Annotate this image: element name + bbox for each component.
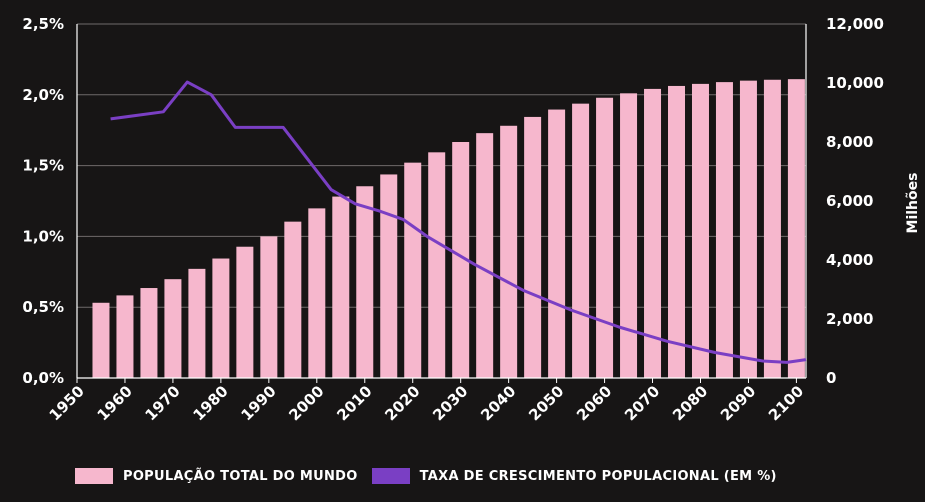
x-tick-label: 1970 xyxy=(141,382,183,424)
population-bar xyxy=(140,288,158,378)
legend-label-growth-rate: TAXA DE CRESCIMENTO POPULACIONAL (EM %) xyxy=(419,468,777,484)
population-bar xyxy=(452,142,470,378)
population-bars xyxy=(92,79,805,379)
population-bar xyxy=(500,125,518,379)
right-tick-label: 8,000 xyxy=(826,133,873,151)
population-bar xyxy=(188,268,206,378)
population-bar xyxy=(620,93,638,378)
right-axis-label: Milhões xyxy=(905,173,921,234)
x-tick-label: 2020 xyxy=(381,382,423,424)
x-tick-label: 1960 xyxy=(94,382,136,424)
x-tick-label: 2080 xyxy=(669,382,711,424)
x-tick-label: 1950 xyxy=(46,382,88,424)
population-bar xyxy=(476,133,494,378)
x-axis-ticks: 1950 1960 1970 1980 1990 2000 2010 2020 2030 2040… xyxy=(46,378,807,424)
population-bar xyxy=(164,279,182,378)
population-bar xyxy=(524,116,542,379)
legend-item-population: POPULAÇÃO TOTAL DO MUNDO xyxy=(75,468,358,484)
left-tick-label: 1,5% xyxy=(22,157,64,175)
x-tick-label: 2060 xyxy=(573,382,615,424)
axes xyxy=(76,24,807,379)
x-tick-label: 1990 xyxy=(237,382,279,424)
right-tick-label: 12,000 xyxy=(826,15,884,33)
population-bar xyxy=(644,88,662,379)
population-bar xyxy=(739,80,757,378)
population-bar xyxy=(596,97,614,378)
legend-swatch-population xyxy=(75,468,113,484)
x-tick-label: 1980 xyxy=(189,382,231,424)
left-tick-label: 2,0% xyxy=(22,86,64,104)
population-bar xyxy=(763,79,781,378)
x-tick-label: 2070 xyxy=(621,382,663,424)
x-tick-label: 2010 xyxy=(333,382,375,424)
x-tick-label: 2050 xyxy=(525,382,567,424)
right-tick-label: 2,000 xyxy=(826,310,873,328)
left-axis-ticks: 0,0% 0,5% 1,0% 1,5% 2,0% 2,5% xyxy=(22,15,64,387)
growth-rate-line xyxy=(110,80,807,364)
population-bar xyxy=(356,186,374,378)
x-tick-label: 2090 xyxy=(717,382,759,424)
population-bar xyxy=(92,302,110,378)
population-bar xyxy=(428,152,446,378)
left-tick-label: 2,5% xyxy=(22,15,64,33)
population-bar xyxy=(212,258,230,378)
x-tick-label: 2000 xyxy=(285,382,327,424)
right-axis-ticks: 0 2,000 4,000 6,000 8,000 10,000 12,000 xyxy=(826,15,884,387)
right-tick-label: 6,000 xyxy=(826,192,873,210)
growth-rate-series-line xyxy=(110,80,807,364)
population-bar xyxy=(116,295,134,378)
population-bar xyxy=(260,236,278,378)
population-bar xyxy=(691,83,709,378)
population-bar xyxy=(548,109,566,379)
right-tick-label: 4,000 xyxy=(826,251,873,269)
population-bar xyxy=(404,162,422,378)
left-tick-label: 0,5% xyxy=(22,298,64,316)
legend-item-growth-rate: TAXA DE CRESCIMENTO POPULACIONAL (EM %) xyxy=(371,468,777,484)
population-bar xyxy=(284,221,302,378)
population-bar xyxy=(332,196,350,378)
left-tick-label: 0,0% xyxy=(22,369,64,387)
population-bar xyxy=(787,79,805,378)
x-tick-label: 2100 xyxy=(765,382,807,424)
population-bar xyxy=(380,174,398,378)
population-bar xyxy=(715,82,733,379)
population-bar xyxy=(308,208,326,378)
right-tick-label: 0 xyxy=(826,369,836,387)
legend-label-population: POPULAÇÃO TOTAL DO MUNDO xyxy=(123,468,358,484)
population-bar xyxy=(572,103,590,379)
x-tick-label: 2030 xyxy=(429,382,471,424)
left-tick-label: 1,0% xyxy=(22,227,64,245)
legend: POPULAÇÃO TOTAL DO MUNDO TAXA DE CRESCIM… xyxy=(75,468,777,484)
right-tick-label: 10,000 xyxy=(826,74,884,92)
legend-swatch-growth-rate xyxy=(371,468,410,484)
population-bar xyxy=(236,246,254,378)
x-tick-label: 2040 xyxy=(477,382,519,424)
population-bar xyxy=(668,85,686,378)
